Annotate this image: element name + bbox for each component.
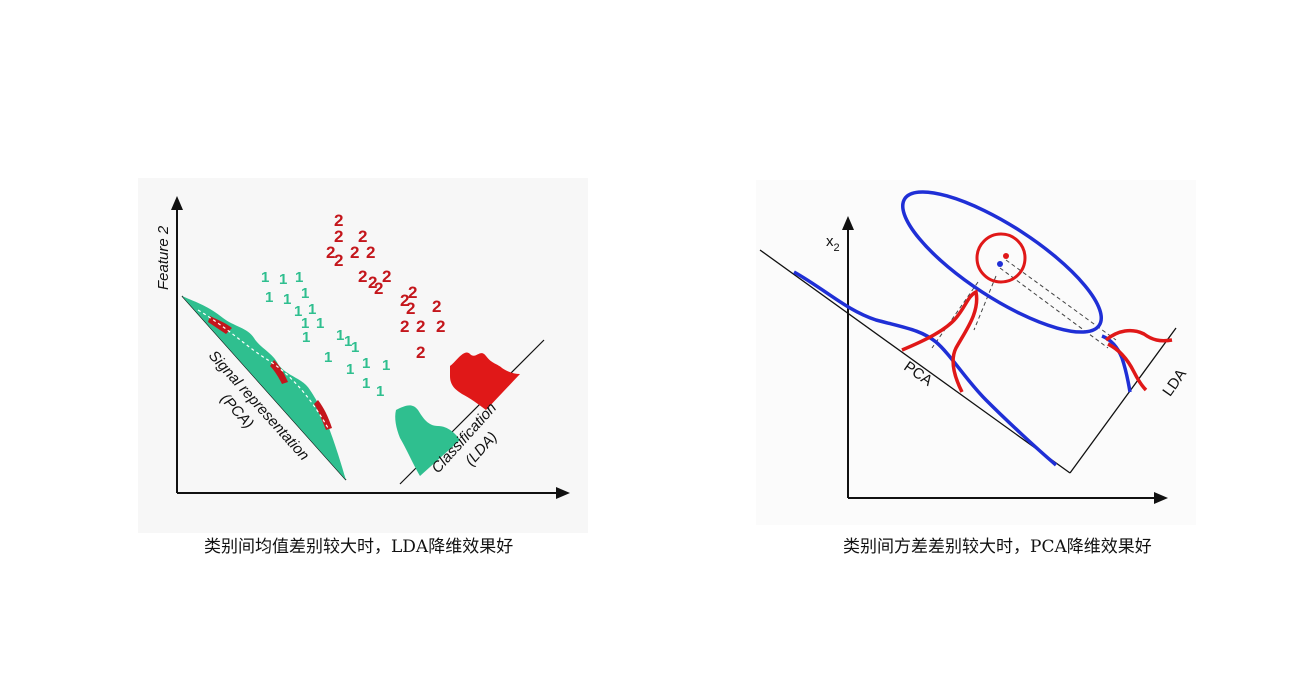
class2-point: 2 [408, 283, 417, 302]
left-figure: Feature 2 Signal representation (PCA) Cl… [138, 178, 588, 533]
class1-point: 1 [283, 291, 291, 308]
class1-point: 1 [301, 315, 309, 332]
x2-axis-label: x2 [826, 233, 840, 254]
class1-point: 1 [362, 355, 370, 372]
pca-variance-difference-diagram: x2 PCA LDA [759, 190, 1190, 504]
class1-point: 1 [265, 289, 273, 306]
class2-point: 2 [436, 317, 445, 336]
class2-point: 2 [350, 243, 359, 262]
class2-point: 2 [382, 267, 391, 286]
lda-mean-difference-diagram: Feature 2 Signal representation (PCA) Cl… [155, 196, 570, 499]
class1-points: 1 1 1 1 1 1 1 1 1 1 1 1 1 1 1 1 1 1 1 1 [261, 269, 390, 400]
right-figure: x2 PCA LDA [756, 180, 1196, 525]
class2-point: 2 [366, 243, 375, 262]
x-axis-arrow [1154, 492, 1168, 504]
class2-point: 2 [406, 299, 415, 318]
class2-point: 2 [358, 227, 367, 246]
lda-axis-label: LDA [1159, 366, 1190, 400]
class1-point: 1 [362, 375, 370, 392]
caption-left: 类别间均值差别较大时，LDA降维效果好 [204, 537, 514, 557]
class2-mean-dot [1003, 253, 1009, 259]
lda-density-class1 [395, 405, 460, 476]
class1-point: 1 [344, 333, 352, 350]
class1-point: 1 [376, 383, 384, 400]
class1-point: 1 [336, 327, 344, 344]
class2-points: 2 2 2 2 2 2 2 2 2 2 2 2 2 2 2 2 2 2 2 [326, 211, 445, 362]
pca-density-class2-b [270, 360, 288, 384]
pca-axis-label: PCA [901, 358, 936, 390]
class1-mean-dot [997, 261, 1003, 267]
class2-point: 2 [334, 251, 343, 270]
caption-right: 类别间方差差别较大时，PCA降维效果好 [843, 537, 1152, 557]
class1-point: 1 [302, 329, 310, 346]
class2-point: 2 [400, 317, 409, 336]
lda-projection-line [1069, 327, 1177, 474]
class1-point: 1 [316, 315, 324, 332]
class1-point: 1 [324, 349, 332, 366]
class2-point: 2 [334, 211, 343, 230]
pca-density-class1 [182, 296, 346, 480]
class2-point: 2 [432, 297, 441, 316]
class1-point: 1 [279, 271, 287, 288]
pca-dashed-curve [197, 309, 329, 429]
class1-point: 1 [346, 361, 354, 378]
class1-point: 1 [301, 285, 309, 302]
lda-density-class1 [1101, 334, 1132, 393]
feature-2-label: Feature 2 [155, 225, 172, 290]
pca-dashed-connectors [931, 275, 997, 349]
class1-point: 1 [308, 301, 316, 318]
class2-point: 2 [416, 343, 425, 362]
class2-point: 2 [334, 227, 343, 246]
lda-density-class2-a [1104, 328, 1173, 343]
class2-point: 2 [374, 279, 383, 298]
pca-projection-line [759, 249, 1071, 474]
class2-circle [975, 232, 1027, 284]
x-axis-arrow [556, 487, 570, 499]
class2-point: 2 [400, 291, 409, 310]
class1-point: 1 [295, 269, 303, 286]
class2-point: 2 [326, 243, 335, 262]
lda-density-class2-b [1107, 342, 1148, 392]
class1-point: 1 [261, 269, 269, 286]
class2-point: 2 [368, 273, 377, 292]
class1-ellipse [901, 190, 1103, 334]
pca-density-class1 [793, 270, 1058, 467]
lda-density-class2 [450, 352, 520, 410]
y-axis-arrow [842, 216, 854, 230]
class1-point: 1 [351, 339, 359, 356]
class2-point: 2 [416, 317, 425, 336]
class2-point: 2 [358, 267, 367, 286]
class1-point: 1 [382, 357, 390, 374]
pca-density-class2-c [314, 400, 332, 430]
y-axis-arrow [171, 196, 183, 210]
pca-density-class2 [901, 289, 979, 393]
class1-point: 1 [294, 303, 302, 320]
